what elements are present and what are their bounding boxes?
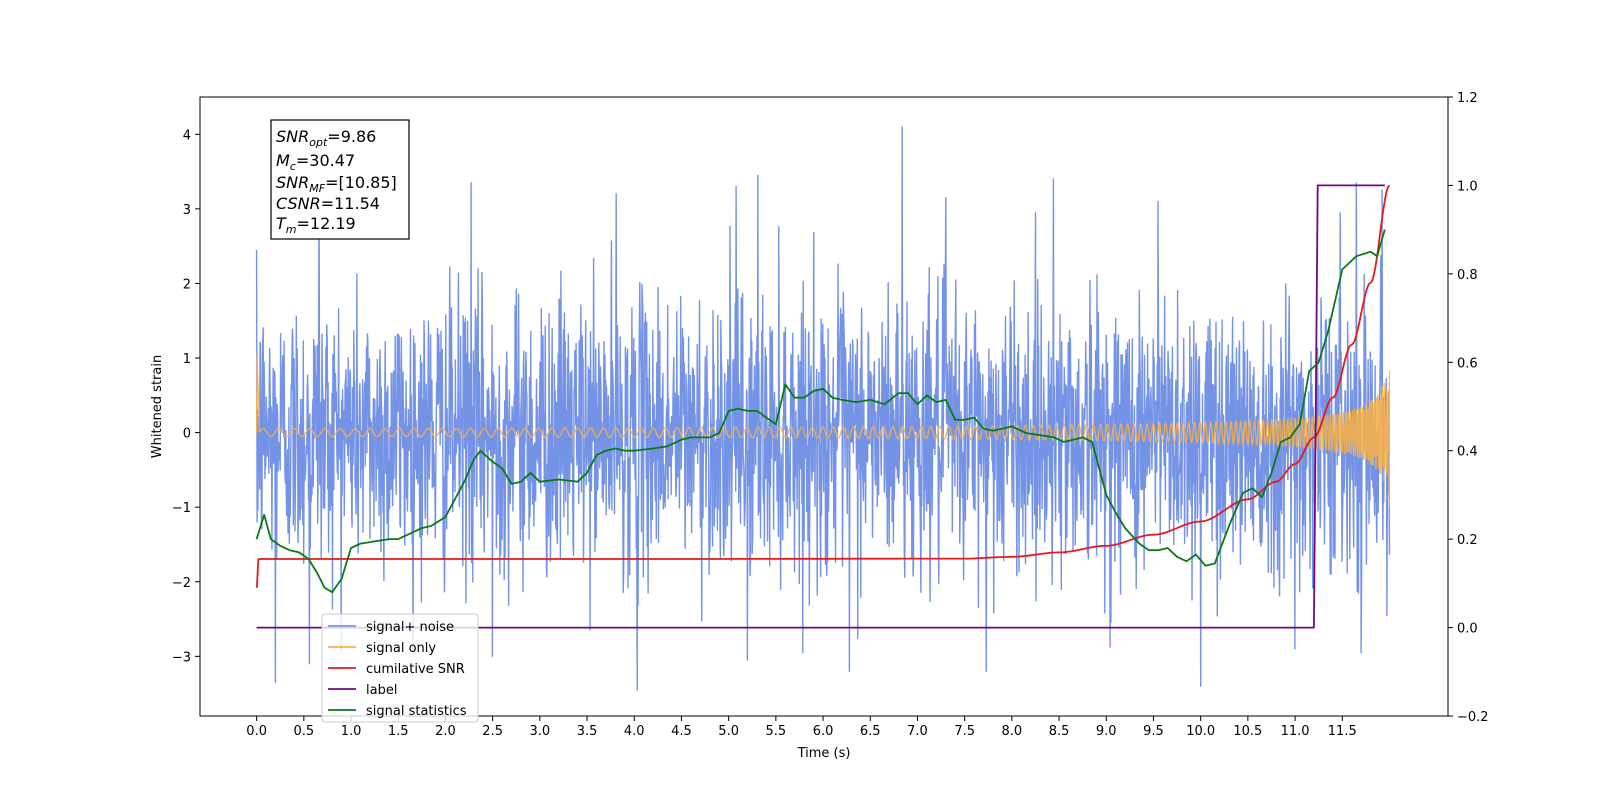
x-tick-label: 0.5 xyxy=(293,724,314,739)
annotation-line: CSNR=11.54 xyxy=(276,194,380,213)
y2-tick-label: 0.0 xyxy=(1457,622,1478,637)
series-cumilative-snr xyxy=(255,184,1391,589)
legend: signal+ noise signal only cumilative SNR la… xyxy=(321,613,479,723)
legend-label: cumilative SNR xyxy=(366,662,465,677)
plot-area xyxy=(255,126,1391,691)
x-tick-label: 5.5 xyxy=(766,724,787,739)
y-tick-label: 0 xyxy=(183,427,191,442)
x-tick-label: 5.0 xyxy=(718,724,739,739)
y-tick-label: −1 xyxy=(172,501,191,516)
series-label xyxy=(256,184,1385,629)
annotation-line: Tm=12.19 xyxy=(276,214,356,236)
legend-label: signal only xyxy=(366,641,436,656)
x-tick-label: 10.5 xyxy=(1233,724,1262,739)
y-tick-label: −2 xyxy=(172,576,191,591)
x-tick-label: 0.0 xyxy=(246,724,267,739)
x-tick-label: 1.5 xyxy=(388,724,409,739)
x-tick-label: 8.5 xyxy=(1049,724,1070,739)
y2-tick-label: 0.8 xyxy=(1457,268,1478,283)
x-tick-label: 10.0 xyxy=(1186,724,1215,739)
legend-label: signal statistics xyxy=(366,704,467,719)
x-axis-title: Time (s) xyxy=(797,746,851,761)
y-tick-label: 3 xyxy=(183,203,191,218)
legend-label: signal+ noise xyxy=(366,620,454,635)
x-tick-label: 7.0 xyxy=(907,724,928,739)
x-tick-label: 9.5 xyxy=(1143,724,1164,739)
legend-label: label xyxy=(366,683,397,698)
x-tick-label: 8.0 xyxy=(1002,724,1023,739)
x-tick-label: 6.0 xyxy=(813,724,834,739)
y2-tick-label: −0.2 xyxy=(1457,710,1489,725)
x-tick-label: 3.5 xyxy=(577,724,598,739)
x-tick-label: 3.0 xyxy=(530,724,551,739)
y-tick-label: 4 xyxy=(183,128,191,143)
y2-tick-label: 0.2 xyxy=(1457,533,1478,548)
info-annotation-box: SNRopt=9.86Mc=30.47SNRMF=[10.85]CSNR=11.… xyxy=(270,119,410,240)
annotation-line: Mc=30.47 xyxy=(276,151,355,173)
x-tick-label: 4.0 xyxy=(624,724,645,739)
y-axis-title: Whitened strain xyxy=(150,355,165,458)
y-tick-label: −3 xyxy=(172,650,191,665)
y2-tick-label: 1.0 xyxy=(1457,179,1478,194)
annotation-frame xyxy=(270,119,410,240)
annotation-line: SNRopt=9.86 xyxy=(276,127,376,149)
x-tick-label: 4.5 xyxy=(671,724,692,739)
series-signal-only xyxy=(255,354,1391,506)
x-tick-label: 2.0 xyxy=(435,724,456,739)
y-tick-label: 1 xyxy=(183,352,191,367)
y2-tick-label: 0.6 xyxy=(1457,356,1478,371)
series-signal-statistics xyxy=(255,229,1386,594)
y-tick-label: 2 xyxy=(183,277,191,292)
x-tick-label: 2.5 xyxy=(482,724,503,739)
axes: 0.0 0.5 1.0 1.5 2.0 2.5 3.0 3.5 4.0 4.5 5.0 5.5 6.0 6… xyxy=(150,91,1489,761)
y2-tick-label: 1.2 xyxy=(1457,91,1478,106)
x-tick-label: 1.0 xyxy=(341,724,362,739)
y2-tick-label: 0.4 xyxy=(1457,445,1478,460)
annotation-line: SNRMF=[10.85] xyxy=(276,173,397,195)
x-tick-label: 11.5 xyxy=(1328,724,1357,739)
series-signal-noise xyxy=(255,126,1391,691)
x-tick-label: 9.0 xyxy=(1096,724,1117,739)
legend-frame xyxy=(321,613,479,723)
axes-frame xyxy=(199,96,1449,717)
x-tick-label: 11.0 xyxy=(1281,724,1310,739)
x-tick-label: 6.5 xyxy=(860,724,881,739)
x-tick-label: 7.5 xyxy=(954,724,975,739)
